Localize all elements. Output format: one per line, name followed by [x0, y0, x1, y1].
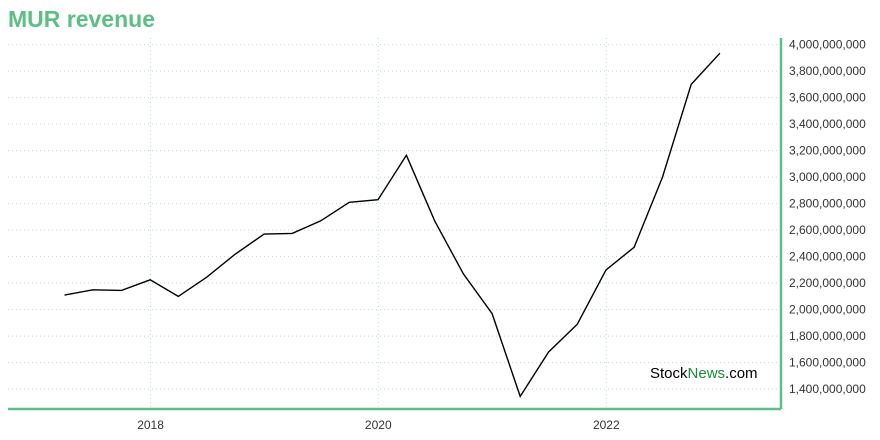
watermark-part2: News	[687, 365, 726, 382]
y-tick-label: 2,200,000,000	[789, 276, 866, 290]
y-tick-label: 1,600,000,000	[789, 356, 866, 370]
y-tick-label: 2,800,000,000	[789, 197, 866, 211]
y-tick-label: 1,400,000,000	[789, 382, 866, 396]
x-tick-label: 2020	[365, 418, 392, 432]
watermark-part3: .com	[725, 365, 758, 382]
stocknews-watermark: StockNews.com	[650, 365, 758, 382]
y-tick-labels: 1,400,000,000 1,600,000,000 1,800,000,000 2…	[789, 38, 866, 397]
watermark-part1: Stock	[650, 365, 688, 382]
y-tick-label: 4,000,000,000	[789, 38, 866, 52]
revenue-series-line	[64, 52, 721, 399]
y-gridlines	[8, 44, 781, 390]
y-tick-label: 1,800,000,000	[789, 329, 866, 343]
y-tick-label: 2,400,000,000	[789, 250, 866, 264]
y-tick-label: 2,600,000,000	[789, 223, 866, 237]
y-tick-label: 3,200,000,000	[789, 144, 866, 158]
x-tick-label: 2018	[137, 418, 164, 432]
y-tick-label: 3,800,000,000	[789, 64, 866, 78]
y-tick-label: 3,400,000,000	[789, 117, 866, 131]
x-tick-label: 2022	[593, 418, 620, 432]
y-tick-label: 3,000,000,000	[789, 170, 866, 184]
y-tick-label: 3,600,000,000	[789, 91, 866, 105]
y-tick-label: 2,000,000,000	[789, 303, 866, 317]
x-tick-labels: 2018 2020 2022	[137, 418, 620, 432]
x-gridlines	[150, 38, 607, 409]
chart-title: MUR revenue	[8, 6, 155, 32]
